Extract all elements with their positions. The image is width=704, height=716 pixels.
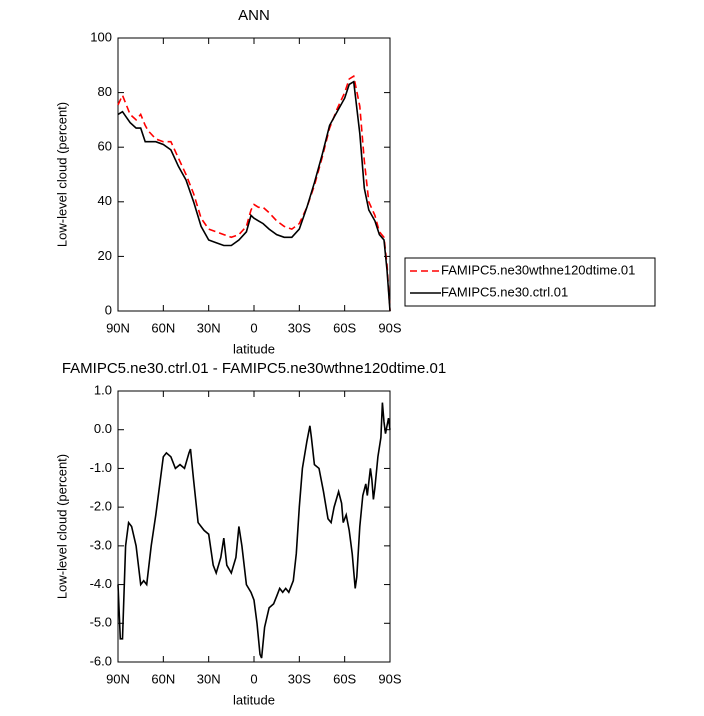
x-tick-label: 60S — [333, 671, 356, 686]
x-tick-label: 30S — [288, 320, 311, 335]
x-tick-label: 0 — [250, 320, 257, 335]
x-tick-label: 90S — [378, 671, 401, 686]
y-tick-label: -2.0 — [90, 499, 112, 514]
x-tick-label: 30S — [288, 671, 311, 686]
data-line — [117, 80, 391, 312]
y-tick-label: 60 — [98, 139, 112, 154]
y-axis-label: Low-level cloud (percent) — [54, 102, 69, 247]
x-tick-label: 0 — [250, 671, 257, 686]
x-tick-label: 60S — [333, 320, 356, 335]
chart-title: FAMIPC5.ne30.ctrl.01 - FAMIPC5.ne30wthne… — [62, 360, 446, 377]
x-tick-label: 60N — [151, 671, 175, 686]
x-tick-label: 90N — [106, 320, 130, 335]
y-tick-label: -1.0 — [90, 460, 112, 475]
x-tick-label: 30N — [197, 671, 221, 686]
y-tick-label: 100 — [90, 29, 112, 44]
x-tick-label: 30N — [197, 320, 221, 335]
x-axis-label: latitude — [233, 692, 275, 707]
y-tick-label: 1.0 — [94, 382, 112, 397]
legend-box — [404, 257, 656, 307]
data-line — [117, 74, 391, 312]
y-tick-label: 80 — [98, 84, 112, 99]
x-tick-label: 90S — [378, 320, 401, 335]
y-tick-label: -4.0 — [90, 576, 112, 591]
data-line — [117, 402, 391, 659]
y-tick-label: 0 — [105, 302, 112, 317]
x-tick-label: 60N — [151, 320, 175, 335]
y-tick-label: -3.0 — [90, 537, 112, 552]
x-axis-label: latitude — [233, 341, 275, 356]
y-tick-label: 20 — [98, 248, 112, 263]
x-tick-label: 90N — [106, 671, 130, 686]
legend-label: FAMIPC5.ne30wthne120dtime.01 — [441, 262, 635, 277]
legend-label: FAMIPC5.ne30.ctrl.01 — [441, 284, 568, 299]
y-tick-label: 40 — [98, 193, 112, 208]
y-axis-label: Low-level cloud (percent) — [54, 454, 69, 599]
y-tick-label: 0.0 — [94, 421, 112, 436]
chart-title: ANN — [238, 7, 270, 24]
y-tick-label: -5.0 — [90, 615, 112, 630]
y-tick-label: -6.0 — [90, 653, 112, 668]
